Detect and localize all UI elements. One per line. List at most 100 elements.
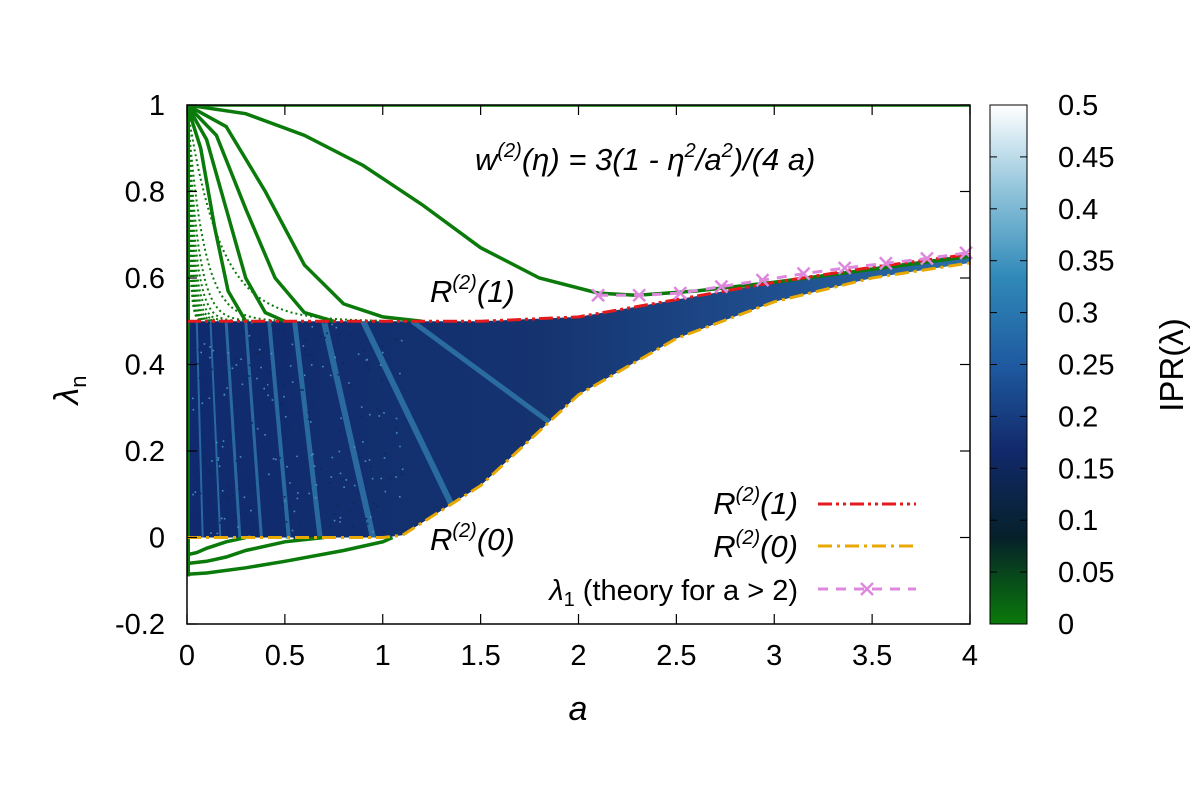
colorbar-tick-label: 0.5 [1058,90,1098,122]
heatmap-speckle [401,340,403,342]
heatmap-speckle [200,493,202,495]
heatmap-speckle [226,511,228,513]
heatmap-speckle [219,522,221,524]
heatmap-speckle [381,478,383,480]
heatmap-speckle [396,432,398,434]
heatmap-speckle [249,335,251,337]
heatmap-speckle [210,502,212,504]
heatmap-speckle [283,384,285,386]
heatmap-speckle [209,346,211,348]
heatmap-speckle [209,357,211,359]
heatmap-speckle [249,489,251,491]
heatmap-speckle [254,490,256,492]
heatmap-speckle [240,358,242,360]
heatmap-speckle [222,490,224,492]
heatmap-speckle [340,418,342,420]
heatmap-speckle [367,523,369,525]
heatmap-speckle [359,457,361,459]
heatmap-speckle [343,486,345,488]
heatmap-speckle [223,440,225,442]
heatmap-speckle [216,514,218,516]
heatmap-speckle [235,358,237,360]
heatmap-speckle [365,460,367,462]
heatmap-speckle [240,456,242,458]
heatmap-speckle [297,492,299,494]
heatmap-speckle [379,410,381,412]
heatmap-speckle [308,493,310,495]
heatmap-speckle [236,364,238,366]
heatmap-speckle [399,496,401,498]
heatmap-speckle [286,466,288,468]
heatmap-speckle [339,334,341,336]
heatmap-speckle [369,414,371,416]
heatmap-speckle [384,453,386,455]
heatmap-speckle [339,451,341,453]
heatmap-speckle [192,494,194,496]
heatmap-speckle [353,526,355,528]
heatmap-speckle [224,495,226,497]
heatmap-speckle [330,526,332,528]
heatmap-speckle [251,518,253,520]
heatmap-speckle [316,484,318,486]
heatmap-speckle [333,513,335,515]
colorbar-tick-label: 0.4 [1058,194,1098,226]
heatmap-speckle [312,453,314,455]
heatmap-speckle [271,353,273,355]
heatmap-speckle [360,416,362,418]
x-tick-label: 2 [570,640,586,672]
heatmap-speckle [349,510,351,512]
heatmap-speckle [250,510,252,512]
heatmap-speckle [209,514,211,516]
heatmap-speckle [249,375,251,377]
heatmap-speckle [296,456,298,458]
heatmap-speckle [339,429,341,431]
heatmap-speckle [380,364,382,366]
colorbar-tick-label: 0.1 [1058,505,1098,537]
heatmap-speckle [304,375,306,377]
heatmap-speckle [334,520,336,522]
x-axis-title: a [569,690,588,728]
heatmap-speckle [304,349,306,351]
heatmap-speckle [383,412,385,414]
heatmap-speckle [197,480,199,482]
heatmap-speckle [218,457,220,459]
heatmap-speckle [339,521,341,523]
heatmap-speckle [295,436,297,438]
heatmap-speckle [329,482,331,484]
heatmap-speckle [260,352,262,354]
heatmap-speckle [290,365,292,367]
heatmap-speckle [228,352,230,354]
heatmap-speckle [258,409,260,411]
heatmap-speckle [279,457,281,459]
heatmap-speckle [257,428,259,430]
heatmap-speckle [342,362,344,364]
heatmap-speckle [282,504,284,506]
heatmap-speckle [354,446,356,448]
heatmap-speckle [292,381,294,383]
heatmap-speckle [382,352,384,354]
heatmap-speckle [272,399,274,401]
heatmap-speckle [244,497,246,499]
heatmap-speckle [285,416,287,418]
heatmap-speckle [203,457,205,459]
heatmap-speckle [302,389,304,391]
heatmap-speckle [312,326,314,328]
heatmap-speckle [395,476,397,478]
heatmap-speckle [211,460,213,462]
heatmap-speckle [372,531,374,533]
heatmap-speckle [310,421,312,423]
heatmap-speckle [268,521,270,523]
heatmap-speckle [402,469,404,471]
heatmap-speckle [292,344,294,346]
heatmap-speckle [349,384,351,386]
eigen-fan-curve [187,105,283,321]
x-tick-label: 3.5 [852,640,892,672]
heatmap-speckle [267,395,269,397]
formula-annotation: w(2)(η) = 3(1 - η2/a2)/(4 a) [475,140,815,177]
heatmap-speckle [384,457,386,459]
heatmap-speckle [379,415,381,417]
heatmap-speckle [331,324,333,326]
heatmap-speckle [227,496,229,498]
heatmap-speckle [297,498,299,500]
heatmap-speckle [376,506,378,508]
